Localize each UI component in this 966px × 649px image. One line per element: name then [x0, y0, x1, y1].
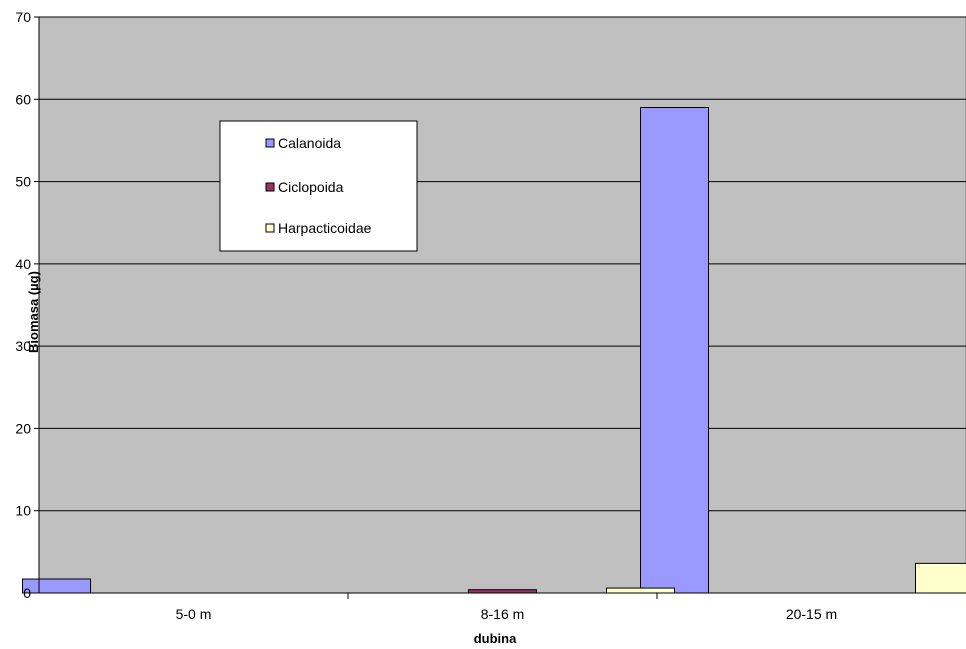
plot-area — [39, 17, 966, 593]
y-tick-label: 0 — [23, 585, 31, 601]
y-tick-label: 70 — [15, 9, 31, 25]
y-tick-label: 10 — [15, 503, 31, 519]
y-tick-label: 50 — [15, 174, 31, 190]
x-tick-label: 20-15 m — [786, 606, 837, 622]
bar-calanoida-0 — [23, 579, 91, 593]
x-tick-label: 5-0 m — [176, 606, 212, 622]
x-axis-title: dubina — [474, 631, 517, 646]
x-ticks: 5-0 m 8-16 m 20-15 m — [176, 593, 838, 622]
y-tick-label: 40 — [15, 256, 31, 272]
legend-swatch-harpacticoidae — [266, 224, 274, 232]
y-tick-label: 60 — [15, 91, 31, 107]
legend-label-ciclopoida: Ciclopoida — [278, 179, 344, 195]
bar-harpacticoidae-2 — [916, 563, 966, 593]
legend-label-harpacticoidae: Harpacticoidae — [278, 220, 372, 236]
legend-label-calanoida: Calanoida — [278, 135, 341, 151]
legend-swatch-calanoida — [266, 139, 274, 147]
bar-harpacticoidae-1 — [607, 588, 675, 593]
x-tick-label: 8-16 m — [481, 606, 525, 622]
bar-calanoida-2 — [641, 108, 709, 593]
legend: Calanoida Ciclopoida Harpacticoidae — [220, 121, 417, 251]
y-axis-title: Biomasa (µg) — [26, 271, 41, 353]
legend-swatch-ciclopoida — [266, 183, 274, 191]
y-tick-label: 20 — [15, 420, 31, 436]
